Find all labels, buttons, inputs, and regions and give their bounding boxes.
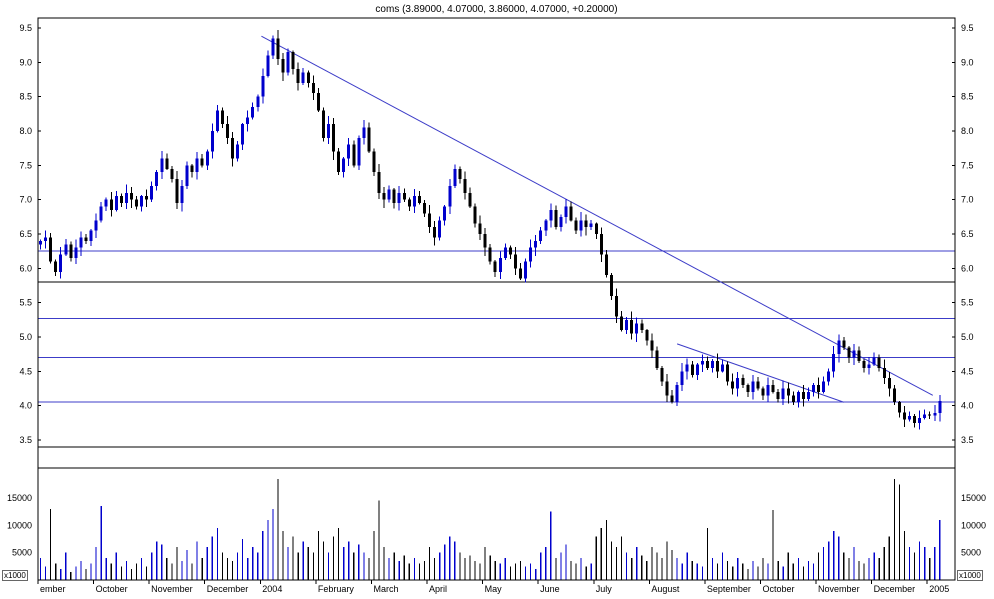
x-axis-label: October xyxy=(96,584,128,594)
svg-text:5.0: 5.0 xyxy=(19,332,32,342)
svg-text:6.5: 6.5 xyxy=(961,229,974,239)
svg-text:5000: 5000 xyxy=(12,548,32,558)
svg-text:5.0: 5.0 xyxy=(961,332,974,342)
svg-text:4.0: 4.0 xyxy=(961,401,974,411)
svg-text:9.0: 9.0 xyxy=(961,57,974,67)
x-axis-label: December xyxy=(207,584,249,594)
svg-text:3.5: 3.5 xyxy=(19,435,32,445)
x-axis-label: May xyxy=(485,584,503,594)
price-axis-left: 9.5 9.0 8.5 8.0 7.5 7.0 6.5 6.0 5.5 5.0 4.5 4.0 3.5 xyxy=(19,23,41,445)
x-axis-label: September xyxy=(707,584,751,594)
svg-text:5.5: 5.5 xyxy=(961,298,974,308)
x-axis-label: 2004 xyxy=(262,584,282,594)
svg-text:7.5: 7.5 xyxy=(19,160,32,170)
x-axis-label: December xyxy=(874,584,916,594)
x-axis-label: October xyxy=(762,584,794,594)
svg-text:15000: 15000 xyxy=(961,493,986,503)
svg-text:8.5: 8.5 xyxy=(961,92,974,102)
volume-unit-label-left: x1000 xyxy=(2,570,28,581)
svg-text:5.5: 5.5 xyxy=(19,298,32,308)
volume-axis-right: 15000 10000 5000 xyxy=(961,493,986,558)
chart-frame xyxy=(37,17,956,581)
x-axis-label: April xyxy=(429,584,447,594)
svg-text:8.0: 8.0 xyxy=(961,126,974,136)
svg-text:3.5: 3.5 xyxy=(961,435,974,445)
svg-text:7.0: 7.0 xyxy=(19,195,32,205)
horizontal-levels xyxy=(38,250,955,448)
svg-text:6.0: 6.0 xyxy=(961,263,974,273)
svg-text:4.5: 4.5 xyxy=(961,366,974,376)
x-axis-label: November xyxy=(151,584,193,594)
svg-text:9.5: 9.5 xyxy=(961,23,974,33)
svg-text:5000: 5000 xyxy=(961,548,981,558)
volume-axis-left: 15000 10000 5000 xyxy=(7,493,32,558)
volume-unit-label-right: x1000 xyxy=(957,570,983,581)
svg-text:9.0: 9.0 xyxy=(19,57,32,67)
chart-title: coms (3.89000, 4.07000, 3.86000, 4.07000… xyxy=(375,4,618,15)
svg-text:4.5: 4.5 xyxy=(19,366,32,376)
svg-text:7.5: 7.5 xyxy=(961,160,974,170)
svg-text:7.0: 7.0 xyxy=(961,195,974,205)
svg-text:4.0: 4.0 xyxy=(19,401,32,411)
svg-text:8.0: 8.0 xyxy=(19,126,32,136)
x-axis-label: June xyxy=(540,584,560,594)
x-axis-label: November xyxy=(818,584,860,594)
price-axis-right: 9.5 9.0 8.5 8.0 7.5 7.0 6.5 6.0 5.5 5.0 4.5 4.0 3.5 xyxy=(952,23,974,445)
svg-text:8.5: 8.5 xyxy=(19,92,32,102)
svg-text:15000: 15000 xyxy=(7,493,32,503)
svg-text:6.5: 6.5 xyxy=(19,229,32,239)
x-axis-label: February xyxy=(318,584,355,594)
x-axis-label: July xyxy=(596,584,613,594)
volume-bars xyxy=(39,478,941,580)
svg-text:10000: 10000 xyxy=(961,520,986,530)
candlesticks xyxy=(39,30,942,430)
svg-text:10000: 10000 xyxy=(7,520,32,530)
svg-text:9.5: 9.5 xyxy=(19,23,32,33)
time-axis: ember October November December 2004 February… xyxy=(37,580,949,594)
x-axis-label: March xyxy=(373,584,398,594)
svg-text:6.0: 6.0 xyxy=(19,263,32,273)
trendlines xyxy=(261,35,934,403)
x-axis-label: 2005 xyxy=(929,584,949,594)
x-axis-label: ember xyxy=(40,584,66,594)
x-axis-label: August xyxy=(651,584,680,594)
